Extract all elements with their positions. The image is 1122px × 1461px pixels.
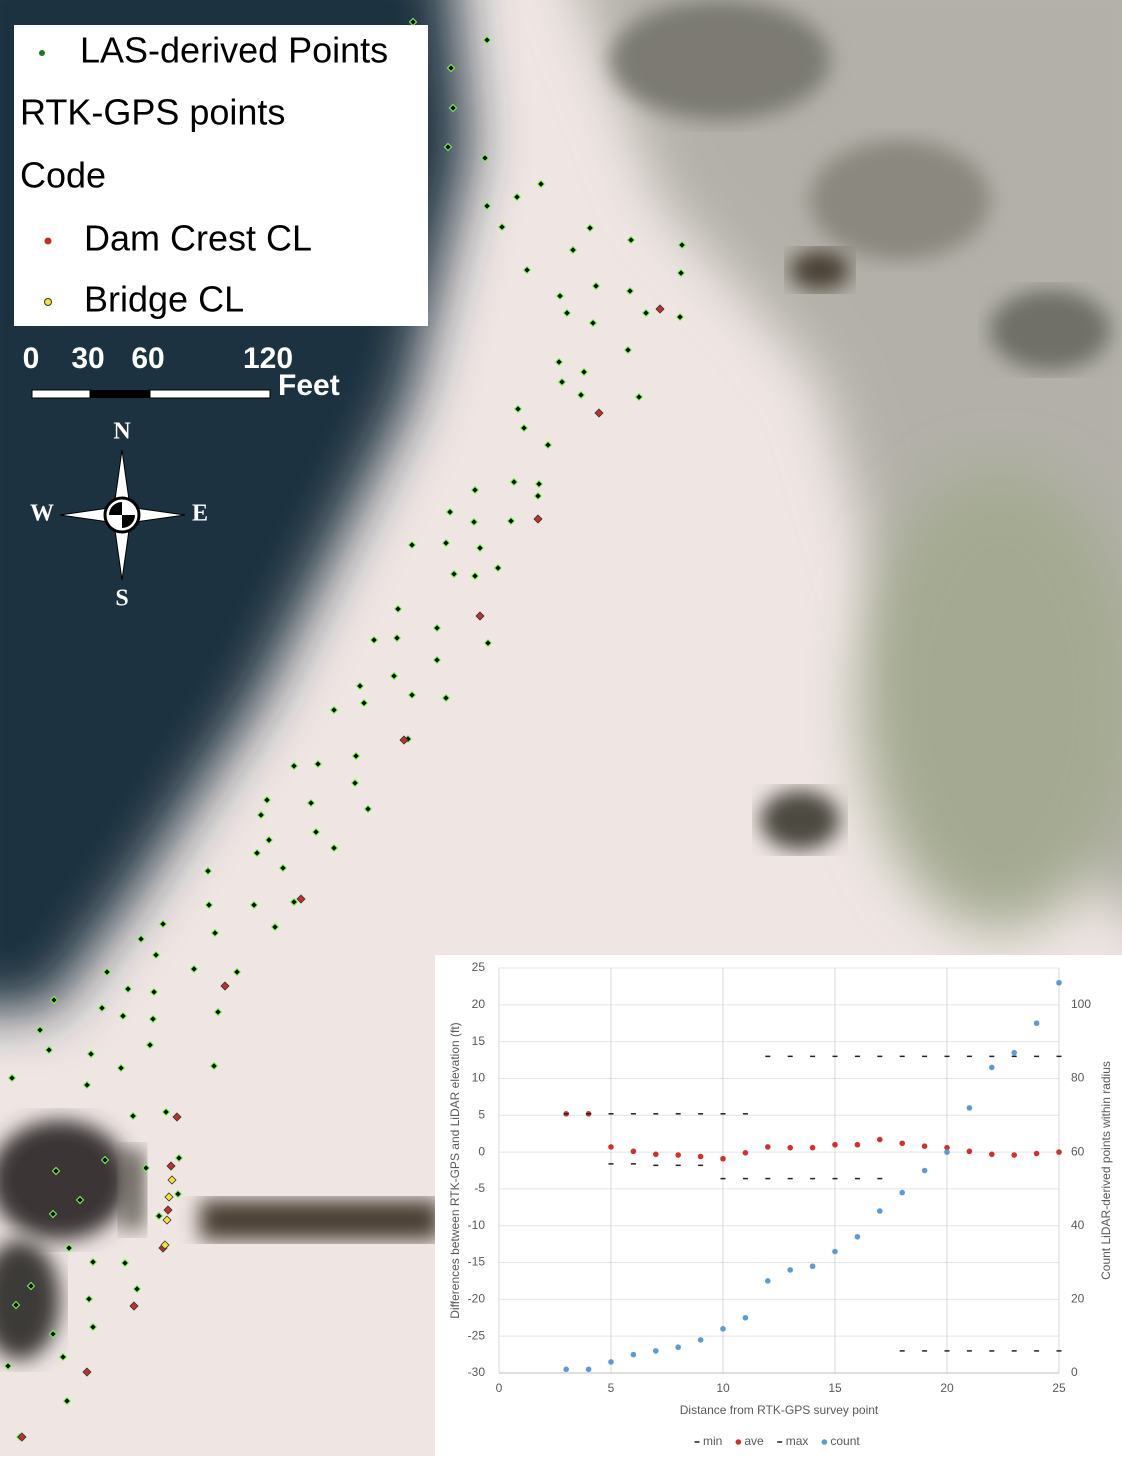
map-view: LAS-derived Points RTK-GPS points Code D…	[0, 0, 1122, 1456]
y-tick-label: 25	[472, 960, 486, 974]
y-tick-label: 20	[472, 997, 486, 1011]
legend-heading: RTK-GPS points	[20, 92, 285, 133]
data-point	[1056, 1149, 1062, 1155]
legend-symbol	[45, 238, 52, 245]
data-point	[810, 1145, 816, 1151]
y2-tick-label: 60	[1071, 1144, 1085, 1158]
data-point	[989, 1065, 995, 1071]
data-point	[922, 1143, 928, 1149]
y-tick-label: -10	[468, 1218, 486, 1232]
y-tick-label: -25	[468, 1328, 486, 1342]
data-point	[810, 1263, 816, 1269]
data-point	[743, 1150, 749, 1156]
legend-label: count	[830, 1434, 860, 1448]
data-point	[989, 1152, 995, 1158]
compass-label: N	[113, 419, 131, 445]
x-tick-label: 5	[608, 1381, 615, 1395]
data-point	[743, 1315, 749, 1321]
data-point	[653, 1152, 659, 1158]
y-tick-label: -30	[468, 1365, 486, 1379]
scale-label: 0	[23, 342, 40, 375]
data-point	[877, 1137, 883, 1143]
data-point	[855, 1142, 861, 1148]
scale-segment	[90, 390, 150, 398]
legend-item: Dam Crest CL	[84, 218, 312, 259]
data-point	[586, 1367, 592, 1373]
data-point	[608, 1359, 614, 1365]
y-axis-title: Differences between RTK-GPS and LiDAR el…	[448, 1022, 462, 1318]
inset-chart: -30 -25 -20 -15 -10 -5 0 5 10 15 20 25 0 5 10 15 20 25 0 20…	[435, 955, 1122, 1456]
y-tick-label: -5	[474, 1181, 485, 1195]
x-tick-label: 15	[828, 1381, 842, 1395]
data-point	[698, 1154, 704, 1160]
data-point	[899, 1190, 905, 1196]
y2-tick-label: 20	[1071, 1292, 1085, 1306]
data-point	[855, 1234, 861, 1240]
y-tick-label: -20	[468, 1292, 486, 1306]
data-point	[765, 1278, 771, 1284]
compass-label: W	[30, 501, 54, 527]
legend-item: Bridge CL	[84, 279, 244, 320]
y-tick-label: -15	[468, 1255, 486, 1269]
y-tick-label: 0	[478, 1144, 485, 1158]
legend-symbol	[45, 299, 52, 306]
data-point	[1034, 1020, 1040, 1026]
y-tick-label: 5	[478, 1107, 485, 1121]
chart-background	[435, 955, 1122, 1456]
data-point	[832, 1142, 838, 1148]
y2-tick-label: 100	[1071, 997, 1091, 1011]
data-point	[922, 1168, 928, 1174]
scale-segment	[150, 390, 270, 398]
data-point	[899, 1140, 905, 1146]
data-point	[720, 1326, 726, 1332]
data-point	[1034, 1151, 1040, 1157]
legend-item: LAS-derived Points	[80, 30, 388, 71]
data-point	[698, 1337, 704, 1343]
data-point	[720, 1156, 726, 1162]
data-point	[675, 1152, 681, 1158]
data-point	[765, 1144, 771, 1150]
data-point	[877, 1208, 883, 1214]
y-tick-label: 10	[472, 1071, 486, 1085]
data-point	[787, 1145, 793, 1151]
data-point	[631, 1352, 637, 1358]
x-tick-label: 20	[940, 1381, 954, 1395]
scale-label: 30	[71, 342, 104, 375]
data-point	[787, 1267, 793, 1273]
x-axis-title: Distance from RTK-GPS survey point	[680, 1403, 879, 1417]
data-point	[563, 1367, 569, 1373]
legend-heading: Code	[20, 155, 106, 196]
data-point	[675, 1344, 681, 1350]
legend-symbol	[39, 50, 45, 56]
data-point	[631, 1149, 637, 1155]
x-tick-label: 10	[716, 1381, 730, 1395]
compass-label: S	[115, 586, 128, 612]
y2-axis-title: Count LiDAR-derived points within radius	[1099, 1061, 1113, 1280]
scale-segment	[32, 390, 90, 398]
legend-marker	[736, 1439, 742, 1445]
legend-label: max	[786, 1434, 809, 1448]
y-tick-label: 15	[472, 1034, 486, 1048]
y2-tick-label: 40	[1071, 1218, 1085, 1232]
legend-marker	[822, 1439, 828, 1445]
scale-label: 60	[131, 342, 164, 375]
data-point	[1011, 1152, 1017, 1158]
scale-unit: Feet	[278, 369, 340, 402]
data-point	[608, 1144, 614, 1150]
y2-tick-label: 0	[1071, 1365, 1078, 1379]
x-tick-label: 25	[1052, 1381, 1066, 1395]
x-tick-label: 0	[496, 1381, 503, 1395]
data-point	[653, 1348, 659, 1354]
data-point	[1011, 1050, 1017, 1056]
data-point	[967, 1105, 973, 1111]
data-point	[944, 1149, 950, 1155]
legend-label: ave	[744, 1434, 764, 1448]
legend-label: min	[703, 1434, 722, 1448]
compass-label: E	[192, 501, 208, 527]
data-point	[967, 1149, 973, 1155]
y2-tick-label: 80	[1071, 1071, 1085, 1085]
data-point	[832, 1249, 838, 1255]
data-point	[1056, 980, 1062, 986]
